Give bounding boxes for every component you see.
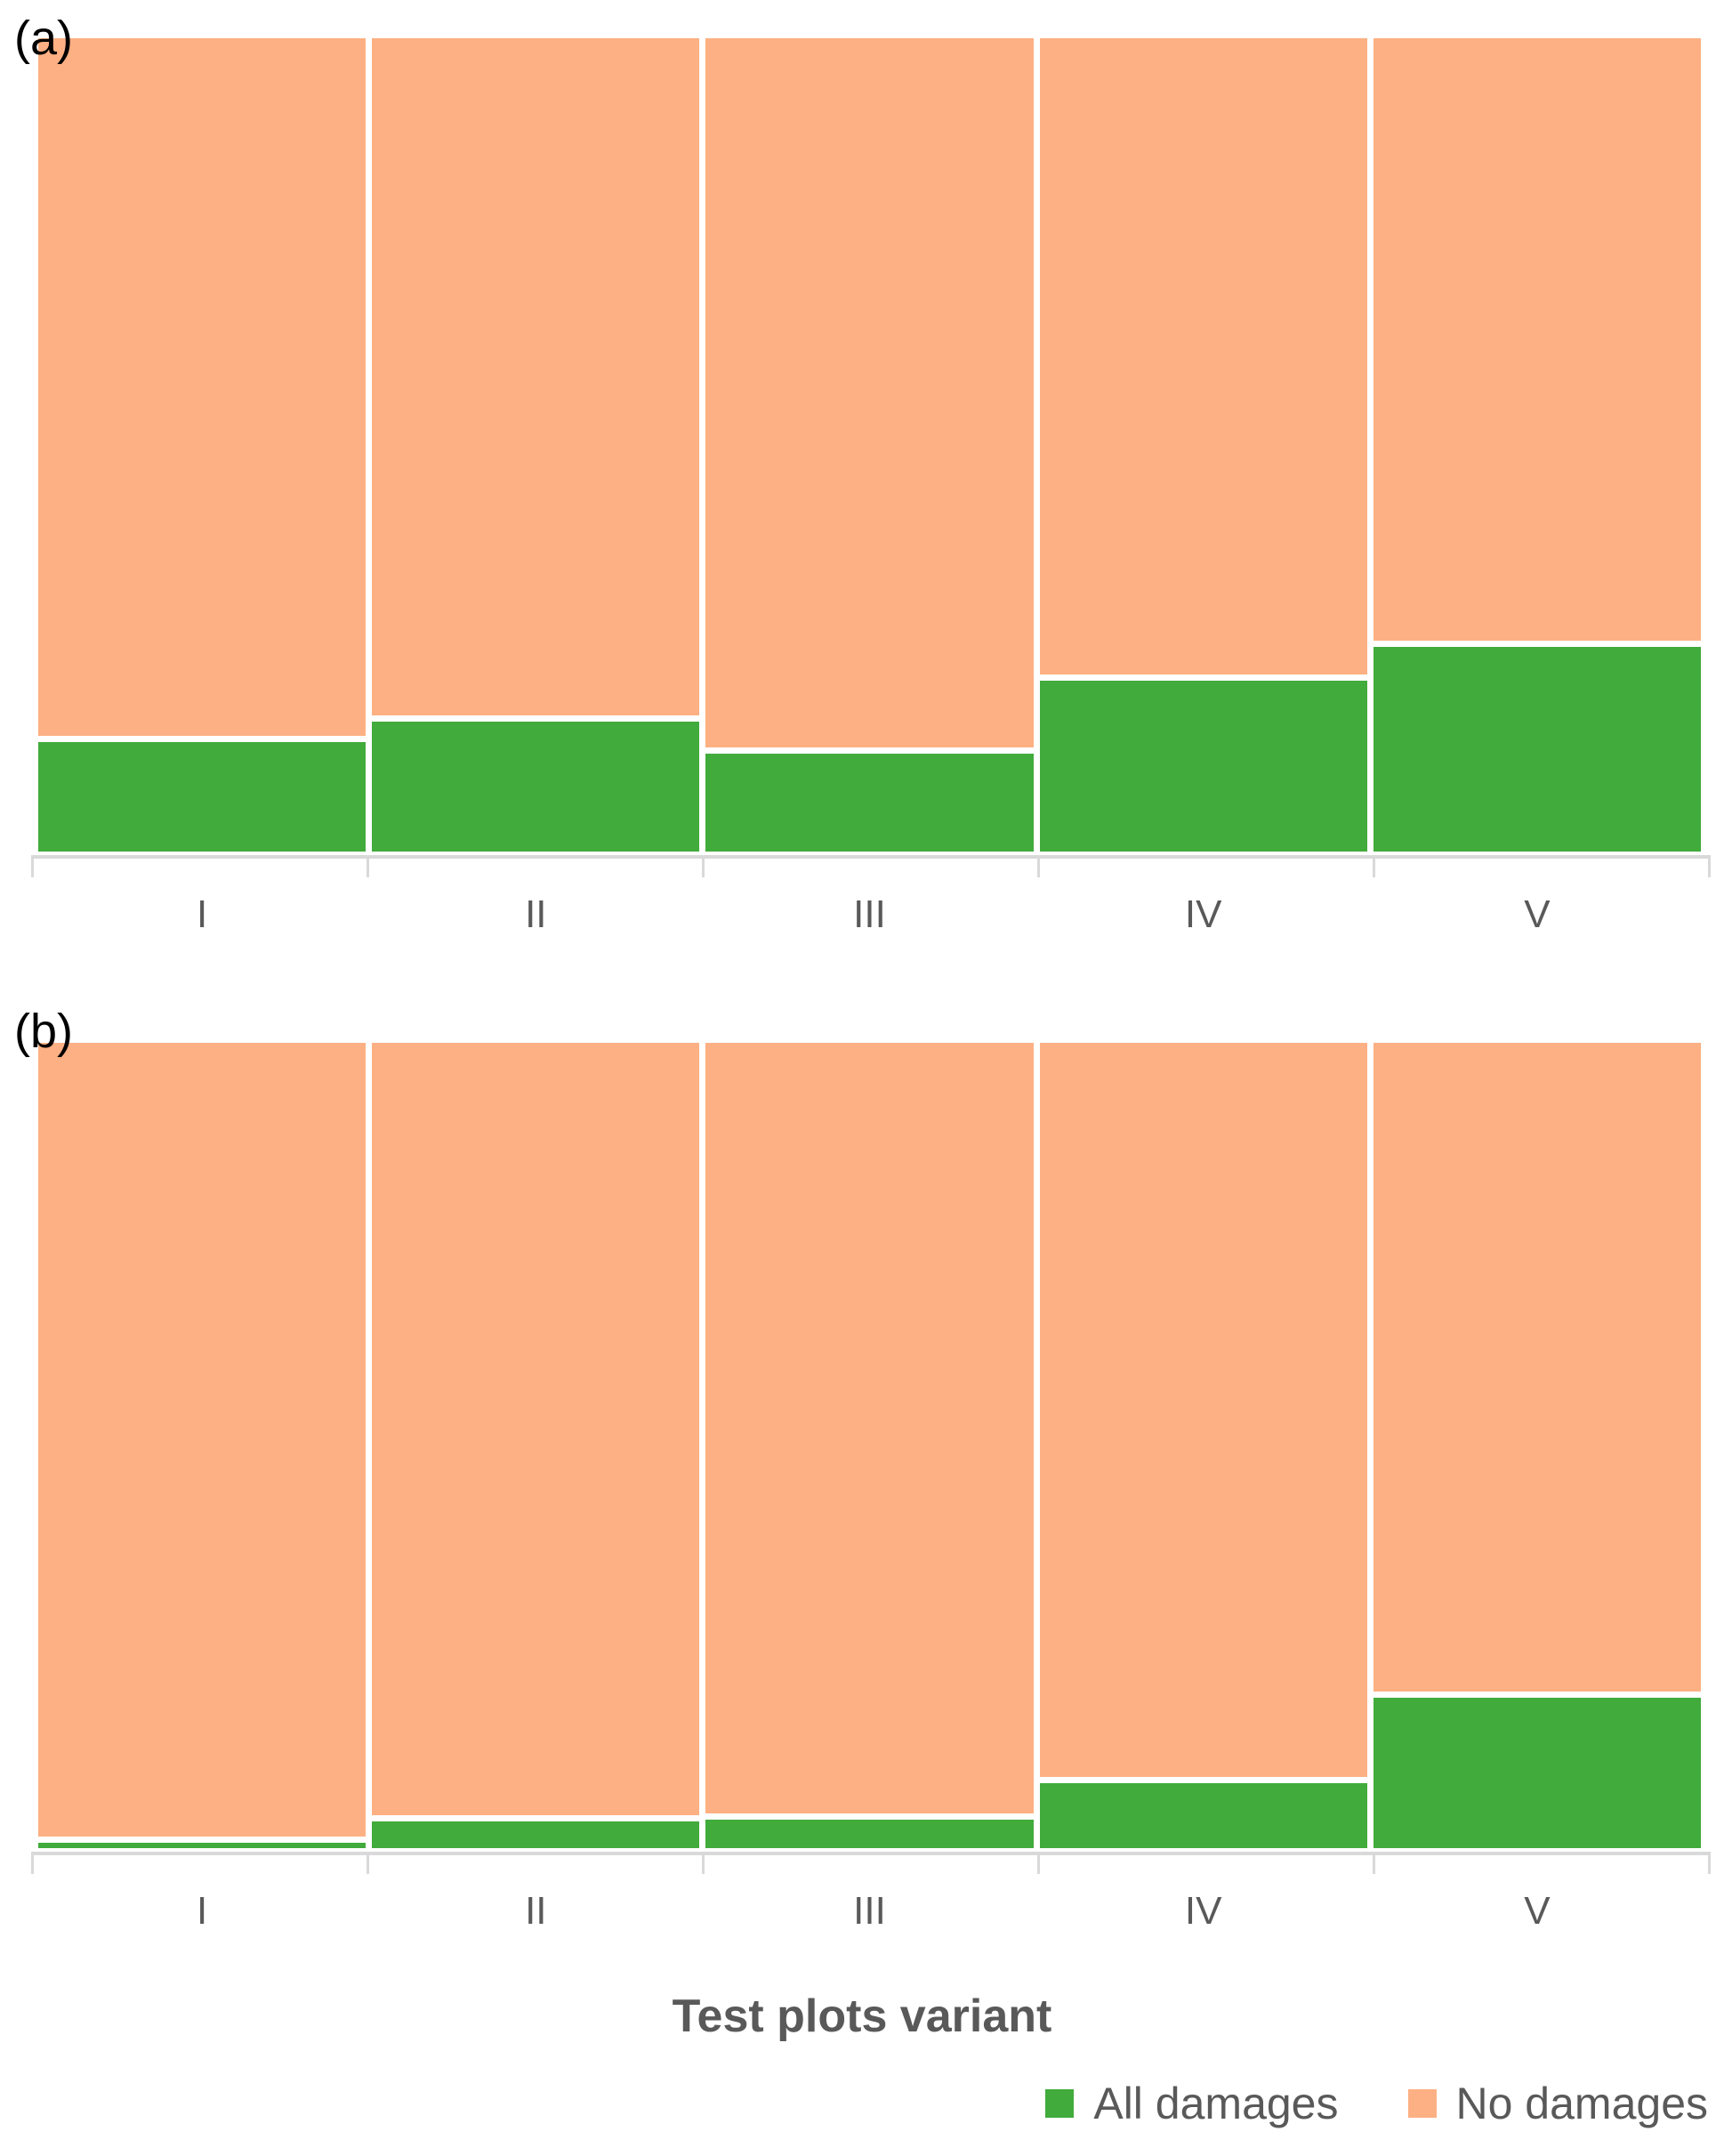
segment-all-damages-III [705, 754, 1034, 852]
segment-no-damages-V [1373, 1043, 1702, 1692]
bar-V [1373, 1043, 1702, 1848]
bar-III [705, 38, 1034, 852]
category-label-V: V [1524, 892, 1551, 936]
segment-all-damages-II [372, 1821, 700, 1848]
segment-no-damages-III [705, 38, 1034, 748]
segment-all-damages-III [705, 1820, 1034, 1848]
panel-a-label: (a) [14, 12, 73, 65]
panel-a-x-axis [31, 855, 1711, 877]
axis-tick [31, 855, 34, 877]
bar-I [38, 1043, 367, 1848]
axis-tick [702, 1852, 705, 1874]
no-damages-swatch-icon [1407, 2089, 1437, 2118]
bar-III [705, 1043, 1034, 1848]
category-label-III: III [853, 1889, 886, 1933]
panel-b-bars [38, 1043, 1702, 1848]
category-label-II: II [525, 1889, 547, 1933]
bar-V [1373, 38, 1702, 852]
axis-tick [1373, 855, 1375, 877]
axis-tick [1708, 855, 1711, 877]
panel-a-bars [38, 38, 1702, 852]
axis-tick [31, 1852, 34, 1874]
category-label-II: II [525, 892, 547, 936]
legend: All damages No damages [1045, 2077, 1708, 2130]
axis-tick [1037, 855, 1040, 877]
segment-no-damages-I [38, 1043, 367, 1837]
segment-all-damages-IV [1039, 681, 1367, 852]
axis-tick [1373, 1852, 1375, 1874]
segment-no-damages-II [372, 38, 700, 715]
category-label-IV: IV [1184, 892, 1222, 936]
panel-a-category-labels: I II III IV V [38, 892, 1701, 939]
x-axis-title: Test plots variant [672, 1990, 1052, 2042]
axis-tick [702, 855, 705, 877]
all-damages-swatch-icon [1045, 2089, 1075, 2118]
legend-label-no-damages: No damages [1455, 2079, 1709, 2128]
segment-all-damages-V [1373, 1697, 1702, 1848]
category-label-I: I [196, 1889, 208, 1933]
bar-II [372, 38, 700, 852]
bar-IV [1039, 38, 1367, 852]
segment-no-damages-IV [1039, 1043, 1367, 1777]
axis-tick [1708, 1852, 1711, 1874]
segment-all-damages-IV [1039, 1782, 1367, 1848]
panel-b-x-axis [31, 1852, 1711, 1874]
segment-no-damages-IV [1039, 38, 1367, 675]
category-label-I: I [196, 892, 208, 936]
axis-tick [367, 1852, 369, 1874]
segment-no-damages-V [1373, 38, 1702, 641]
bar-II [372, 1043, 700, 1848]
axis-tick [367, 855, 369, 877]
category-label-III: III [853, 892, 886, 936]
segment-all-damages-II [372, 721, 700, 852]
segment-no-damages-II [372, 1043, 700, 1816]
category-label-V: V [1524, 1889, 1551, 1933]
axis-tick [1037, 1852, 1040, 1874]
legend-item-all-damages: All damages [1045, 2077, 1339, 2130]
legend-label-all-damages: All damages [1093, 2079, 1339, 2128]
bar-I [38, 38, 367, 852]
panel-b-category-labels: I II III IV V [38, 1888, 1701, 1935]
panel-b-label: (b) [14, 1005, 73, 1058]
segment-all-damages-I [38, 1842, 367, 1848]
bar-IV [1039, 1043, 1367, 1848]
category-label-IV: IV [1184, 1889, 1222, 1933]
segment-all-damages-I [38, 741, 367, 852]
segment-no-damages-III [705, 1043, 1034, 1814]
segment-all-damages-V [1373, 646, 1702, 852]
segment-no-damages-I [38, 38, 367, 736]
legend-item-no-damages: No damages [1407, 2077, 1709, 2130]
